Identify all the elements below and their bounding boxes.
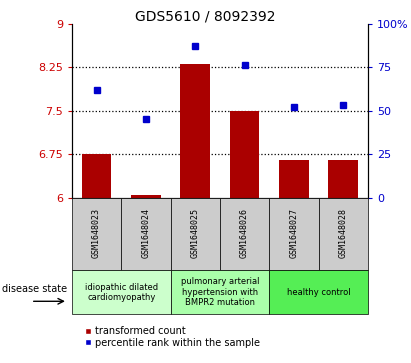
Bar xyxy=(328,160,358,198)
Text: pulmonary arterial
hypertension with
BMPR2 mutation: pulmonary arterial hypertension with BMP… xyxy=(181,277,259,307)
Bar xyxy=(279,160,309,198)
Bar xyxy=(72,270,171,314)
Bar xyxy=(121,198,171,270)
Bar xyxy=(171,198,220,270)
Text: GSM1648027: GSM1648027 xyxy=(289,208,298,258)
Bar xyxy=(82,154,111,198)
Legend: transformed count, percentile rank within the sample: transformed count, percentile rank withi… xyxy=(84,326,260,348)
Bar xyxy=(180,64,210,198)
Bar xyxy=(319,198,368,270)
Bar xyxy=(269,198,319,270)
Bar xyxy=(220,198,269,270)
Bar xyxy=(269,270,368,314)
Text: GDS5610 / 8092392: GDS5610 / 8092392 xyxy=(135,9,276,23)
Text: disease state: disease state xyxy=(2,284,67,294)
Bar xyxy=(131,195,161,198)
Text: GSM1648024: GSM1648024 xyxy=(141,208,150,258)
Text: idiopathic dilated
cardiomyopathy: idiopathic dilated cardiomyopathy xyxy=(85,282,158,302)
Text: GSM1648028: GSM1648028 xyxy=(339,208,348,258)
Text: GSM1648023: GSM1648023 xyxy=(92,208,101,258)
Text: GSM1648026: GSM1648026 xyxy=(240,208,249,258)
Bar xyxy=(72,198,121,270)
Text: GSM1648025: GSM1648025 xyxy=(191,208,200,258)
Bar xyxy=(230,111,259,198)
Bar xyxy=(171,270,269,314)
Text: healthy control: healthy control xyxy=(287,288,350,297)
